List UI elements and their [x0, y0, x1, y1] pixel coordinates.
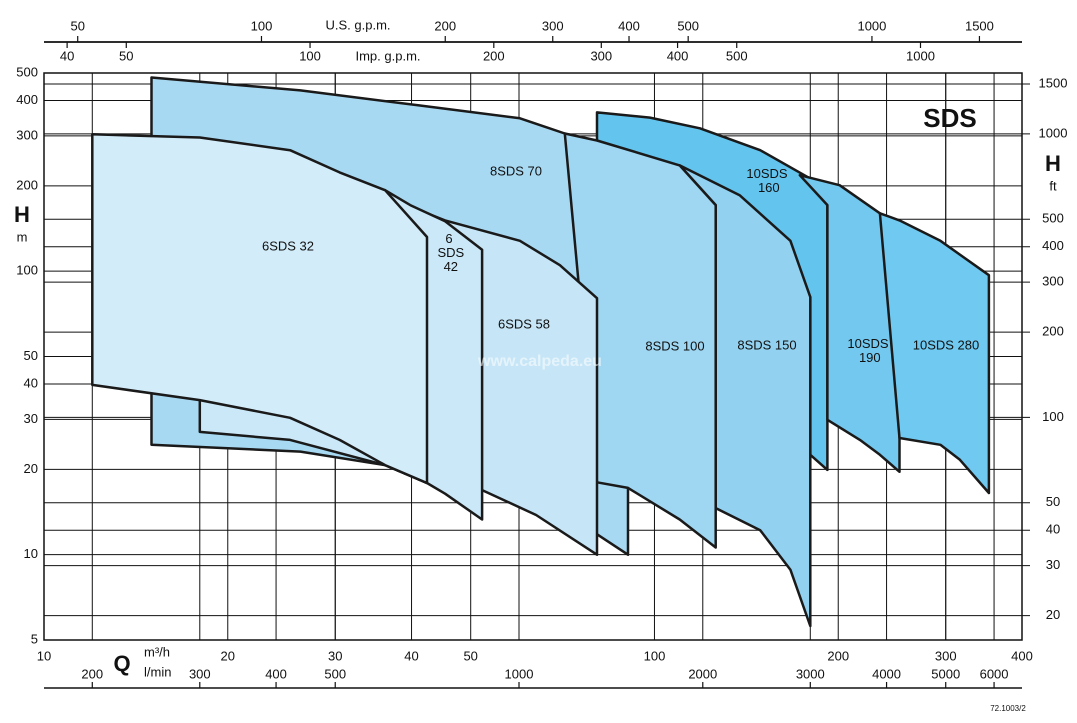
y-tick-label: 10: [24, 546, 38, 561]
x-tick-label: 100: [644, 648, 666, 663]
secondary-tick-label: 300: [542, 18, 564, 33]
secondary-axis-unit: l/min: [144, 664, 171, 679]
secondary-tick-label: 400: [618, 18, 640, 33]
secondary-tick-label: 500: [726, 48, 748, 63]
y-tick-label: 200: [16, 177, 38, 192]
y-tick-label: 20: [24, 461, 38, 476]
region-label-line: 10SDS: [847, 336, 889, 351]
secondary-tick-label: 40: [60, 48, 74, 63]
text-layer: SDS www.calpeda.eu 72.1003/2 H m H ft Q …: [14, 17, 1067, 713]
region-label: 8SDS 70: [490, 163, 542, 178]
region-label: 8SDS 100: [645, 338, 704, 353]
y-axis-unit: m: [17, 229, 28, 244]
region-label-line: SDS: [434, 245, 465, 260]
x-tick-label: 20: [221, 648, 235, 663]
pump-range-area: [91, 133, 429, 485]
y2-tick-label: 300: [1042, 274, 1064, 289]
region-label-line: 190: [855, 350, 880, 365]
secondary-tick-label: 1000: [857, 18, 886, 33]
y2-tick-label: 1000: [1039, 125, 1068, 140]
x-tick-label: 50: [463, 648, 477, 663]
y-axis-label: H: [14, 202, 30, 227]
y-tick-label: 500: [16, 64, 38, 79]
region-label-line: 6: [445, 231, 452, 246]
secondary-tick-label: 200: [434, 18, 456, 33]
y2-tick-label: 50: [1046, 494, 1060, 509]
y-tick-label: 100: [16, 263, 38, 278]
y2-tick-label: 500: [1042, 211, 1064, 226]
y-tick-label: 5: [31, 631, 38, 646]
secondary-tick-label: 300: [590, 48, 612, 63]
region-label-line: 42: [440, 259, 458, 274]
region-label-line: 10SDS: [746, 166, 788, 181]
secondary-tick-label: 100: [251, 18, 273, 33]
area-layer: [91, 76, 991, 628]
region-label: 6SDS 58: [498, 316, 550, 331]
y-tick-label: 40: [24, 375, 38, 390]
secondary-tick-label: 500: [677, 18, 699, 33]
region-label: 10SDS 160: [746, 166, 788, 195]
secondary-tick-label: 200: [81, 666, 103, 681]
x-tick-label: 10: [37, 648, 51, 663]
y-tick-label: 300: [16, 127, 38, 142]
y2-tick-label: 40: [1046, 522, 1060, 537]
pump-range-area: [798, 173, 901, 474]
secondary-tick-label: 50: [119, 48, 133, 63]
y2-axis-label: H: [1045, 151, 1061, 176]
y-tick-label: 400: [16, 92, 38, 107]
x-tick-label: 200: [827, 648, 849, 663]
y2-tick-label: 400: [1042, 238, 1064, 253]
y2-tick-label: 20: [1046, 607, 1060, 622]
pump-range-area: [878, 212, 991, 495]
chart-title: SDS: [923, 103, 976, 133]
secondary-axis-unit: U.S. g.p.m.: [325, 17, 390, 32]
y2-tick-label: 100: [1042, 409, 1064, 424]
secondary-tick-label: 50: [70, 18, 84, 33]
watermark: www.calpeda.eu: [477, 353, 602, 370]
x-tick-label: 40: [404, 648, 418, 663]
secondary-tick-label: 400: [265, 666, 287, 681]
region-label: 6SDS 32: [262, 238, 314, 253]
secondary-tick-label: 1000: [906, 48, 935, 63]
region-label: 6 SDS 42: [434, 231, 465, 274]
secondary-tick-label: 3000: [796, 666, 825, 681]
secondary-tick-label: 1500: [965, 18, 994, 33]
x-tick-label: 30: [328, 648, 342, 663]
y2-tick-label: 1500: [1039, 75, 1068, 90]
secondary-tick-label: 400: [667, 48, 689, 63]
pump-range-area: [563, 132, 717, 549]
region-label: 10SDS 280: [913, 337, 980, 352]
secondary-tick-label: 1000: [505, 666, 534, 681]
secondary-tick-label: 500: [324, 666, 346, 681]
figure-code: 72.1003/2: [990, 704, 1026, 713]
secondary-tick-label: 2000: [688, 666, 717, 681]
secondary-tick-label: 6000: [980, 666, 1009, 681]
secondary-tick-label: 300: [189, 666, 211, 681]
secondary-tick-label: 200: [483, 48, 505, 63]
secondary-tick-label: 100: [299, 48, 321, 63]
x-axis-unit: m³/h: [144, 644, 170, 659]
secondary-tick-label: 5000: [931, 666, 960, 681]
x-axis-label: Q: [113, 651, 130, 676]
y2-tick-label: 30: [1046, 557, 1060, 572]
x-tick-label: 300: [935, 648, 957, 663]
region-label: 10SDS 190: [847, 336, 889, 365]
y2-axis-unit: ft: [1049, 178, 1057, 193]
x-tick-label: 400: [1011, 648, 1033, 663]
y-tick-label: 30: [24, 411, 38, 426]
secondary-tick-label: 4000: [872, 666, 901, 681]
secondary-axis-unit: Imp. g.p.m.: [355, 48, 420, 63]
region-label: 8SDS 150: [737, 337, 796, 352]
y-tick-label: 50: [24, 348, 38, 363]
y2-tick-label: 200: [1042, 324, 1064, 339]
region-label-line: 160: [754, 180, 779, 195]
